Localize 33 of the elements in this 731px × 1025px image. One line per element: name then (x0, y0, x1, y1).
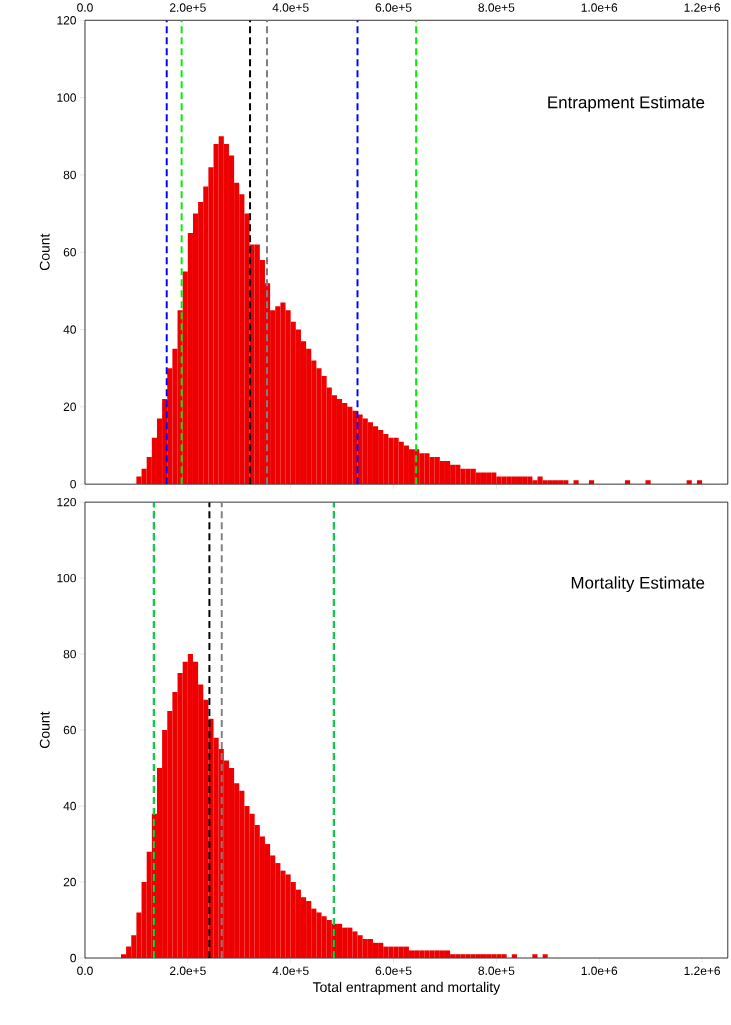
y-tick-label: 80 (63, 649, 77, 659)
x-tick-label: 6.0e+5 (375, 3, 412, 12)
y-tick-label: 60 (63, 247, 77, 257)
y-tick-label: 0 (70, 479, 77, 489)
x-tick-label: 0.0 (77, 966, 93, 975)
x-tick-label: 1.0e+6 (581, 3, 618, 12)
y-axis-title: Count (39, 711, 50, 748)
y-tick-label: 100 (57, 93, 77, 102)
y-tick-label: 20 (63, 877, 77, 887)
x-tick-label: 2.0e+5 (170, 3, 206, 12)
x-tick-label: 8.0e+5 (478, 3, 515, 12)
y-axis-title: Count (39, 233, 50, 271)
x-tick-label: 2.0e+5 (170, 966, 206, 975)
y-tick-label: 40 (63, 801, 77, 811)
y-tick-label: 60 (63, 725, 77, 735)
x-tick-label: 4.0e+5 (272, 3, 309, 12)
y-tick-label: 120 (57, 497, 77, 507)
x-tick-label: 4.0e+5 (272, 966, 309, 975)
x-axis-title: Total entrapment and mortality (313, 981, 501, 995)
x-tick-label: 8.0e+5 (478, 966, 515, 975)
x-tick-label: 0.0 (77, 3, 93, 12)
y-tick-label: 20 (63, 402, 77, 412)
x-tick-label: 1.0e+6 (581, 966, 618, 975)
text: Mortality Estimate (571, 576, 705, 593)
y-tick-label: 80 (63, 170, 77, 180)
y-tick-label: 0 (70, 953, 77, 963)
text: Entrapment Estimate (548, 95, 705, 112)
x-tick-label: 6.0e+5 (375, 966, 412, 975)
x-tick-label: 1.2e+6 (684, 3, 721, 12)
y-tick-label: 40 (63, 325, 77, 334)
y-tick-label: 100 (57, 573, 77, 583)
x-tick-label: 1.2e+6 (684, 966, 721, 975)
y-tick-label: 120 (57, 16, 77, 25)
